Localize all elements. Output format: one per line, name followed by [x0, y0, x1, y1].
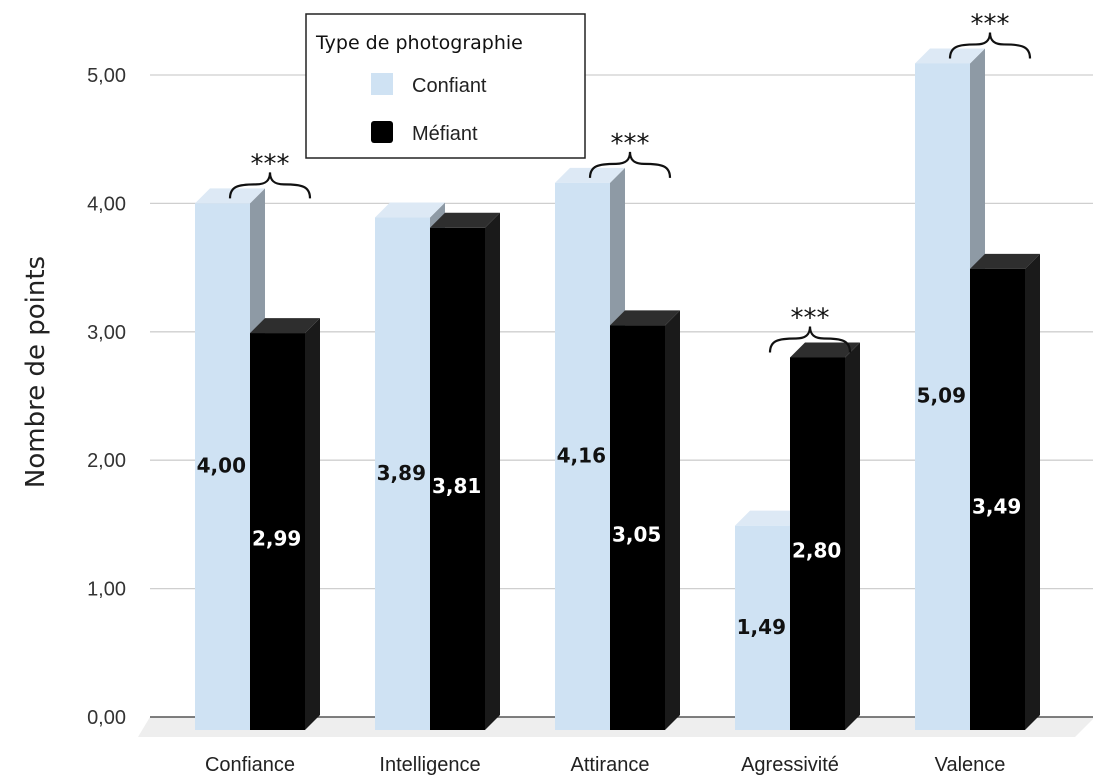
bars	[195, 48, 1040, 731]
bar-front-face	[790, 357, 845, 730]
brace	[768, 326, 852, 353]
legend-title: Type de photographie	[315, 32, 523, 54]
bar-side-face	[305, 318, 320, 730]
bar-mefiant-attirance	[610, 310, 680, 730]
significance-stars: ***	[971, 9, 1010, 39]
legend-box	[305, 13, 586, 159]
data-labels: 4,00 2,99 3,893,81 4,16 3,05 1,49 2,80 5,09 3,49	[197, 384, 1022, 639]
bar-confiant-attirance	[555, 167, 625, 730]
category-label-agressivite: Agressivité	[741, 754, 839, 776]
bar-top-face	[735, 510, 805, 526]
brace	[948, 32, 1032, 59]
bar-front-face	[735, 525, 790, 730]
data-label-confiant-valence: 5,09	[917, 384, 966, 408]
bar-top-face	[970, 253, 1040, 269]
y-tick-label: 4,00	[87, 193, 126, 215]
bar-front-face	[915, 63, 970, 731]
bar-mefiant-valence	[970, 253, 1040, 730]
legend-label-mefiant: Méfiant	[412, 123, 478, 145]
category-label-valence: Valence	[935, 754, 1006, 776]
brace	[588, 151, 672, 178]
data-label-mefiant-valence: 3,49	[972, 494, 1021, 518]
bar-side-face	[1025, 253, 1040, 730]
category-label-confiance: Confiance	[205, 754, 295, 776]
bar-front-face	[555, 182, 610, 730]
y-tick-label: 1,00	[87, 579, 126, 601]
x-axis-categories: Confiance Intelligence Attirance Agressivit…	[205, 754, 1005, 776]
legend-swatch-confiant	[371, 73, 393, 95]
significance-stars: ***	[791, 303, 830, 333]
brace	[228, 172, 312, 199]
data-label-confiant-attirance: 4,16	[557, 443, 606, 467]
bar-mefiant-intelligence	[430, 212, 500, 730]
significance-confiance: ***	[228, 149, 312, 199]
bar-mefiant-confiance	[250, 318, 320, 730]
y-tick-label: 2,00	[87, 450, 126, 472]
y-tick-label: 0,00	[87, 707, 126, 729]
bar-side-face	[845, 342, 860, 730]
legend: Type de photographie Confiant Méfiant	[305, 13, 586, 159]
bar-top-face	[375, 202, 445, 218]
data-label-mefiant-confiance: 2,99	[252, 527, 301, 551]
legend-swatch-mefiant	[371, 121, 393, 143]
bar-top-face	[610, 310, 680, 326]
significance-attirance: ***	[588, 129, 672, 178]
significance-stars: ***	[251, 149, 290, 179]
category-label-attirance: Attirance	[571, 754, 650, 776]
significance-valence: ***	[948, 9, 1032, 59]
data-label-mefiant-agressivite: 2,80	[792, 539, 841, 563]
bar-top-face	[250, 318, 320, 334]
y-axis-ticks: 0,00 1,00 2,00 3,00 4,00 5,00	[87, 65, 126, 729]
category-label-intelligence: Intelligence	[379, 754, 480, 776]
y-tick-label: 5,00	[87, 65, 126, 87]
bar-side-face	[665, 310, 680, 730]
y-axis-label: Nombre de points	[21, 256, 51, 488]
bar-top-face	[430, 212, 500, 228]
bar-front-face	[610, 325, 665, 730]
data-label-confiant-agressivite: 1,49	[737, 615, 786, 639]
bar-front-face	[195, 203, 250, 730]
data-label-confiant-confiance: 4,00	[197, 454, 246, 478]
data-label-confiant-intelligence: 3,89	[377, 461, 426, 485]
bar-front-face	[250, 333, 305, 730]
bar-mefiant-agressivite	[790, 342, 860, 730]
significance-stars: ***	[611, 129, 650, 159]
bar-top-face	[790, 342, 860, 358]
bar-front-face	[430, 227, 485, 730]
significance-agressivite: ***	[768, 303, 852, 353]
significance-annotations: *** *** *** ***	[228, 9, 1032, 353]
data-label-mefiant-intelligence: 3,81	[432, 474, 481, 498]
bar-side-face	[485, 212, 500, 730]
bar-front-face	[375, 217, 430, 731]
legend-label-confiant: Confiant	[412, 75, 487, 97]
bar-front-face	[970, 268, 1025, 730]
y-tick-label: 3,00	[87, 322, 126, 344]
data-label-mefiant-attirance: 3,05	[612, 523, 661, 547]
